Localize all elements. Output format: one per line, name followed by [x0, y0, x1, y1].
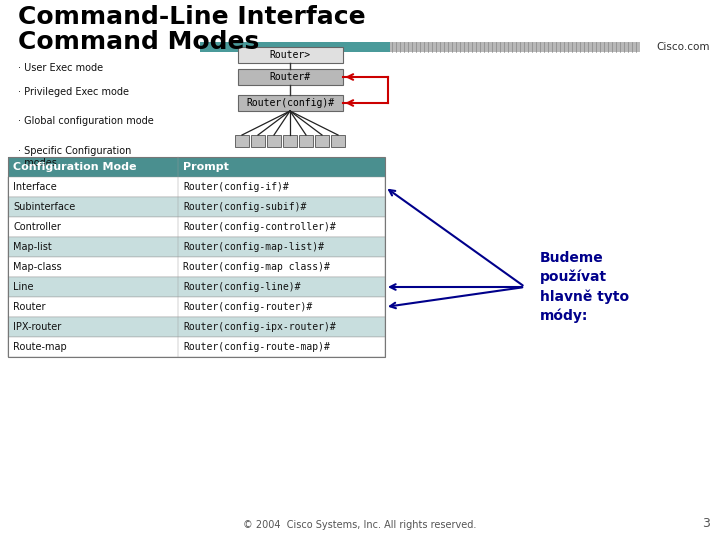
- Text: Router(config-ipx-router)#: Router(config-ipx-router)#: [183, 322, 336, 332]
- Text: Prompt: Prompt: [183, 162, 229, 172]
- Text: Router(config-if)#: Router(config-if)#: [183, 182, 289, 192]
- Bar: [8, 177, 385, 197]
- Bar: [299, 135, 313, 147]
- Bar: [8, 297, 385, 317]
- Bar: [251, 135, 265, 147]
- Text: Router(config-router)#: Router(config-router)#: [183, 302, 312, 312]
- Bar: [8, 277, 385, 297]
- Text: Subinterface: Subinterface: [13, 202, 76, 212]
- Text: Router: Router: [13, 302, 45, 312]
- Text: Map-class: Map-class: [13, 262, 62, 272]
- Text: Map-list: Map-list: [13, 242, 52, 252]
- Text: Controller: Controller: [13, 222, 61, 232]
- Text: · User Exec mode: · User Exec mode: [18, 63, 103, 73]
- Text: · Specific Configuration
  modes: · Specific Configuration modes: [18, 146, 131, 167]
- Text: Router(config)#: Router(config)#: [246, 98, 334, 108]
- Text: Router>: Router>: [269, 50, 310, 60]
- Text: Configuration Mode: Configuration Mode: [13, 162, 137, 172]
- Text: Router(config-controller)#: Router(config-controller)#: [183, 222, 336, 232]
- Text: · Global configuration mode: · Global configuration mode: [18, 116, 154, 126]
- Text: Router#: Router#: [269, 72, 310, 82]
- Text: Route-map: Route-map: [13, 342, 67, 352]
- Text: Line: Line: [13, 282, 34, 292]
- Bar: [8, 157, 385, 177]
- Text: Budeme
používat
hlavně tyto
módy:: Budeme používat hlavně tyto módy:: [540, 251, 629, 322]
- Text: Interface: Interface: [13, 182, 57, 192]
- Bar: [267, 135, 281, 147]
- FancyBboxPatch shape: [238, 95, 343, 111]
- Text: Router(config-subif)#: Router(config-subif)#: [183, 202, 307, 212]
- Text: Command-Line Interface: Command-Line Interface: [18, 5, 366, 29]
- Bar: [331, 135, 345, 147]
- Text: 3: 3: [702, 517, 710, 530]
- Text: Router(config-map-list)#: Router(config-map-list)#: [183, 242, 324, 252]
- FancyBboxPatch shape: [238, 47, 343, 63]
- Bar: [8, 257, 385, 277]
- Bar: [8, 317, 385, 337]
- Bar: [8, 337, 385, 357]
- Bar: [8, 237, 385, 257]
- Text: IPX-router: IPX-router: [13, 322, 61, 332]
- Bar: [200, 42, 390, 52]
- Text: Command Modes: Command Modes: [18, 30, 259, 54]
- Bar: [8, 157, 385, 357]
- Bar: [235, 135, 249, 147]
- Text: © 2004  Cisco Systems, Inc. All rights reserved.: © 2004 Cisco Systems, Inc. All rights re…: [243, 520, 477, 530]
- Text: Cisco.com: Cisco.com: [657, 42, 710, 52]
- Bar: [390, 42, 640, 52]
- Text: Router(config-map class)#: Router(config-map class)#: [183, 262, 330, 272]
- Bar: [8, 197, 385, 217]
- FancyBboxPatch shape: [238, 69, 343, 85]
- Text: · Privileged Exec mode: · Privileged Exec mode: [18, 87, 129, 97]
- Text: Router(config-route-map)#: Router(config-route-map)#: [183, 342, 330, 352]
- Bar: [315, 135, 329, 147]
- Bar: [8, 217, 385, 237]
- Bar: [283, 135, 297, 147]
- Text: Router(config-line)#: Router(config-line)#: [183, 282, 300, 292]
